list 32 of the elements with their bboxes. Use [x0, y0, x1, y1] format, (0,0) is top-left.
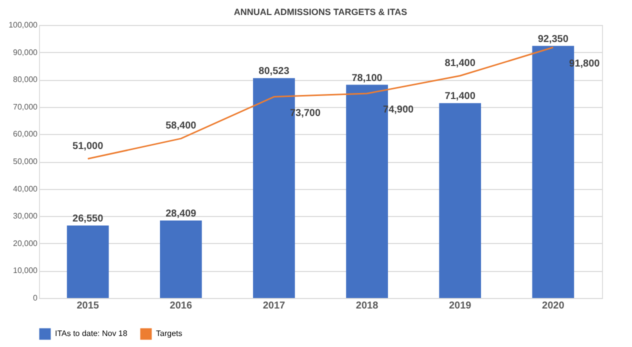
data-label: 80,523 [258, 66, 290, 78]
y-tick-label: 30,000 [13, 212, 38, 221]
data-label: 51,000 [72, 140, 104, 152]
x-tick-label: 2017 [262, 300, 286, 312]
x-tick-label: 2016 [170, 300, 192, 312]
y-tick-label: 70,000 [13, 102, 38, 112]
legend-label: Targets [156, 329, 182, 338]
y-tick-label: 10,000 [13, 266, 38, 276]
bar [66, 226, 109, 298]
data-label: 26,550 [72, 214, 104, 225]
bar [439, 103, 482, 298]
bar [160, 220, 202, 298]
legend-label: ITAs to date: Nov 18 [55, 329, 128, 338]
data-label: 92,350 [538, 34, 569, 45]
data-label: 58,400 [166, 120, 197, 132]
x-tick-label: 2018 [356, 300, 379, 312]
y-tick-label: 40,000 [13, 184, 38, 194]
data-label: 71,400 [444, 91, 476, 102]
data-label: 28,409 [166, 208, 197, 220]
y-tick-label: 20,000 [13, 238, 38, 248]
y-tick-label: 90,000 [13, 48, 38, 57]
y-tick-label: 80,000 [13, 75, 38, 84]
x-tick-label: 2019 [448, 300, 472, 312]
y-tick-label: 100,000 [8, 20, 38, 30]
chart-title: ANNUAL ADMISSIONS TARGETS & ITAS [234, 7, 408, 17]
data-label: 78,100 [352, 72, 383, 84]
x-tick-label: 2015 [76, 300, 100, 312]
y-tick-label: 60,000 [13, 130, 38, 139]
y-tick-label: 0 [33, 294, 38, 302]
x-tick-label: 2020 [542, 300, 565, 312]
data-label: 81,400 [444, 58, 476, 69]
y-tick-label: 50,000 [13, 157, 38, 166]
